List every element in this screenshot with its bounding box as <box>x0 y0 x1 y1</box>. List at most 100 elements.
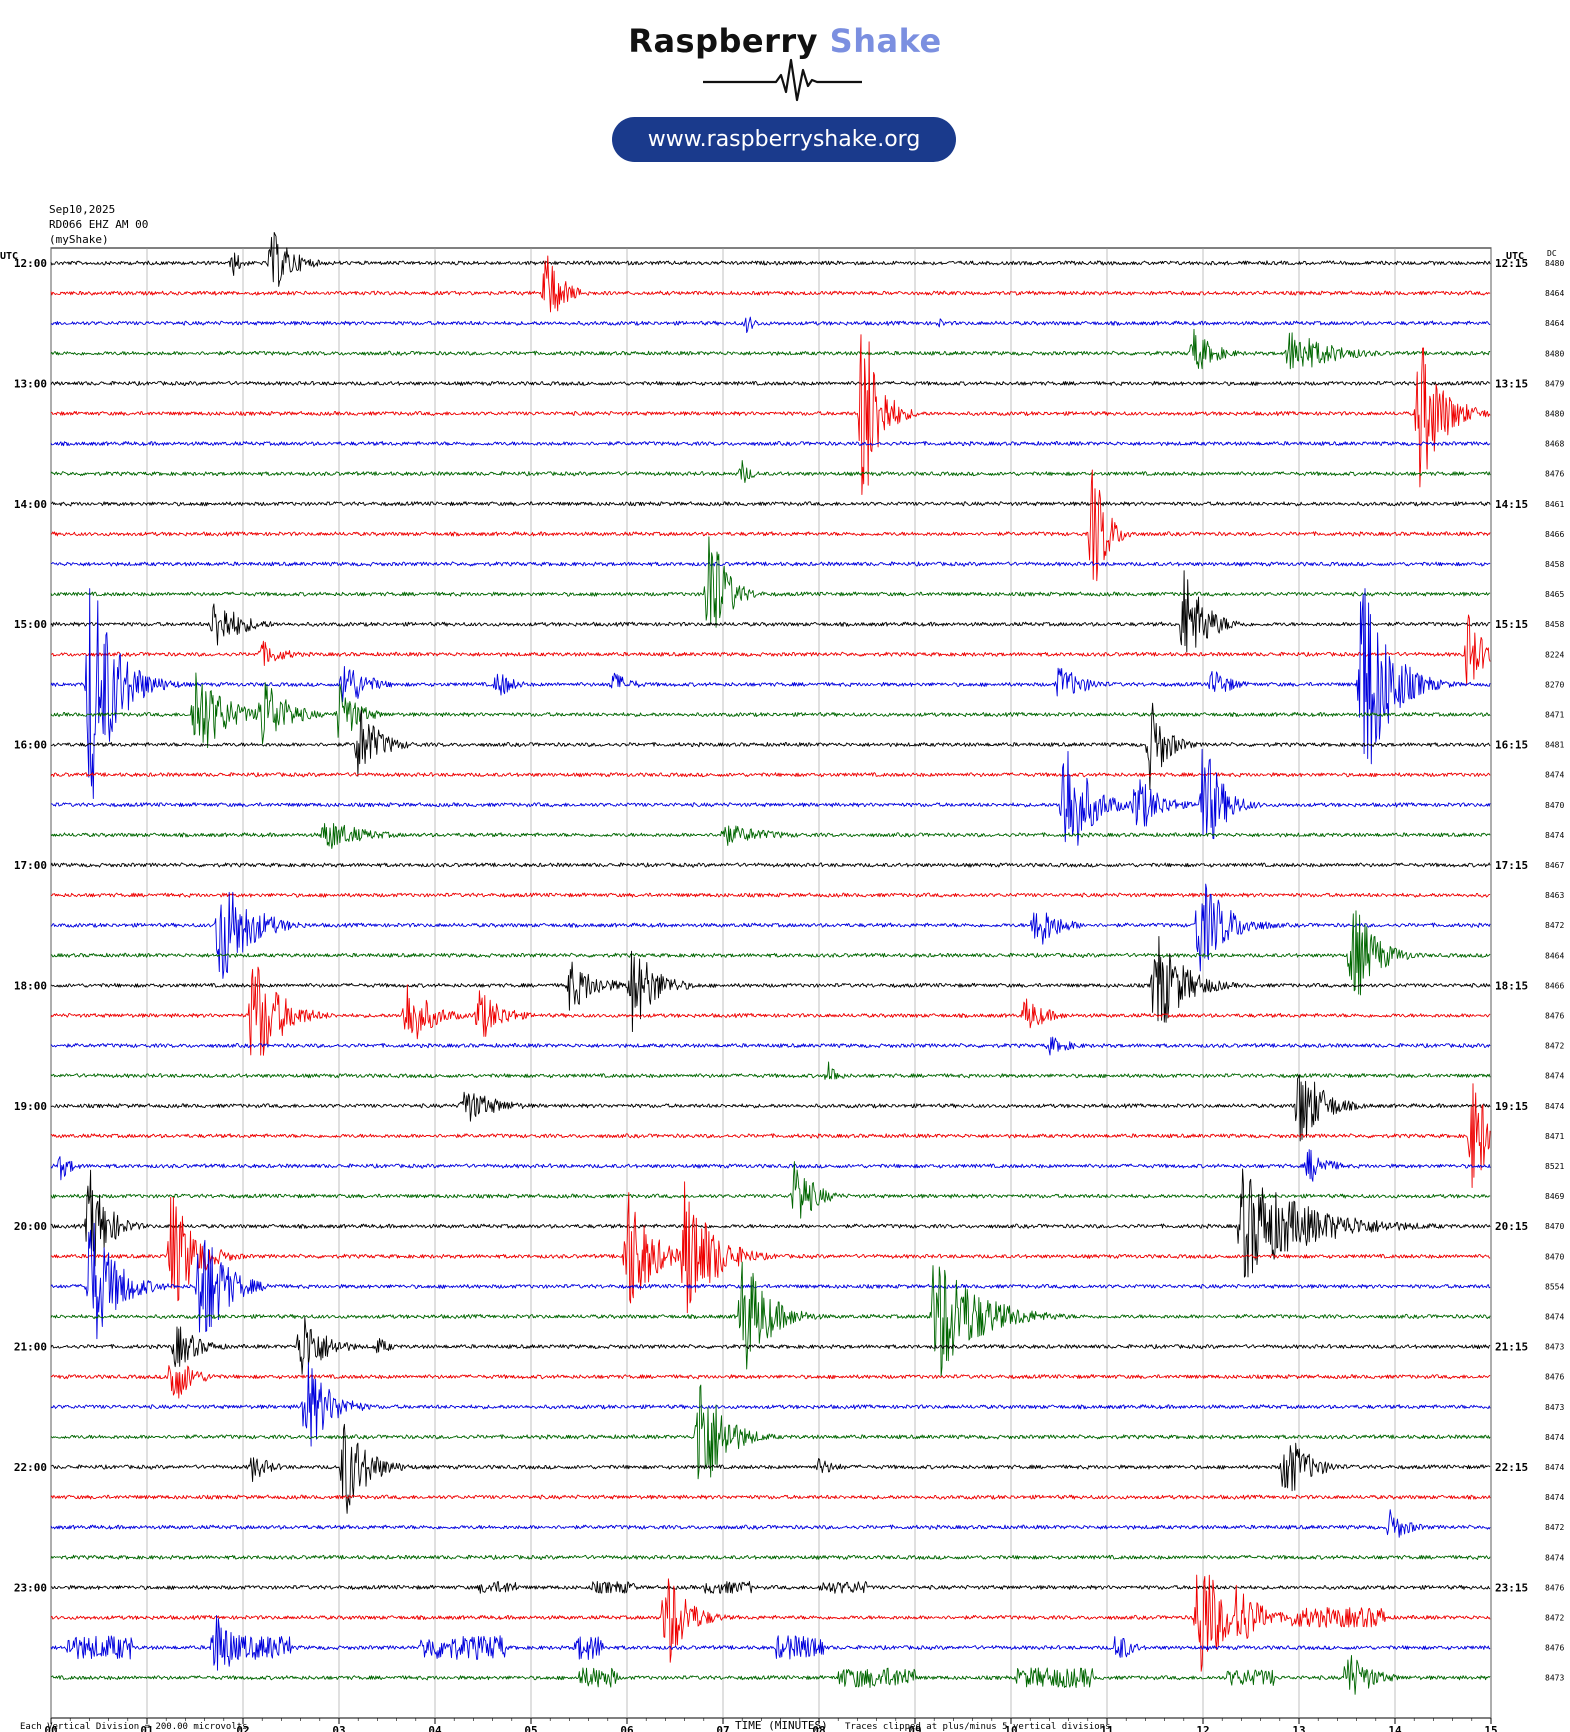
trace-row <box>50 469 1491 582</box>
right-hour-label: 16:15 <box>1495 739 1528 752</box>
dc-value-label: 8464 <box>1545 319 1564 328</box>
dc-value-label: 8465 <box>1545 590 1564 599</box>
division-note: Each Vertical Division = 200.00 microvol… <box>20 1722 248 1732</box>
trace-row <box>50 1083 1491 1188</box>
website-url-badge[interactable]: www.raspberryshake.org <box>612 117 956 162</box>
x-tick-label: 12 <box>1196 1724 1209 1732</box>
dc-value-label: 8458 <box>1545 620 1564 629</box>
chart-grid <box>50 247 1492 1724</box>
left-hour-label: 22:00 <box>14 1461 47 1474</box>
dc-value-label: 8466 <box>1545 530 1564 539</box>
trace-row <box>50 1654 1491 1695</box>
trace-row <box>50 772 1491 778</box>
x-tick-label: 02 <box>236 1724 249 1732</box>
dc-value-label: 8476 <box>1545 1644 1564 1653</box>
trace-row <box>50 380 1491 387</box>
left-hour-label: 13:00 <box>14 377 47 390</box>
dc-value-label: 8270 <box>1545 680 1564 689</box>
dc-value-label: 8480 <box>1545 349 1564 358</box>
dc-value-label: 8467 <box>1545 861 1564 870</box>
trace-row <box>50 823 1491 849</box>
dc-value-label: 8474 <box>1545 1463 1564 1472</box>
dc-value-label: 8461 <box>1545 500 1564 509</box>
left-hour-label: 18:00 <box>14 979 47 992</box>
trace-row <box>50 1222 1491 1340</box>
dc-value-label: 8469 <box>1545 1192 1564 1201</box>
left-hour-label: 19:00 <box>14 1100 47 1113</box>
right-hour-label: 20:15 <box>1495 1220 1528 1233</box>
trace-row <box>50 748 1491 846</box>
trace-row <box>50 1509 1491 1538</box>
right-hour-label: 15:15 <box>1495 618 1528 631</box>
dc-value-label: 8480 <box>1545 259 1564 268</box>
dc-value-label: 8470 <box>1545 1252 1564 1261</box>
right-hour-label: 23:15 <box>1495 1581 1528 1594</box>
clip-note: Traces clipped at plus/minus 5 vertical … <box>845 1722 1111 1732</box>
dc-value-label: 8554 <box>1545 1282 1564 1291</box>
trace-row <box>50 328 1491 370</box>
x-tick-label: 08 <box>812 1724 825 1732</box>
dc-value-label: 8470 <box>1545 801 1564 810</box>
trace-row <box>50 1316 1491 1375</box>
trace-row <box>50 1365 1491 1399</box>
dc-value-label: 8464 <box>1545 951 1564 960</box>
dc-value-label: 8474 <box>1545 831 1564 840</box>
dc-value-label: 8472 <box>1545 1042 1564 1051</box>
trace-row <box>50 1149 1491 1182</box>
dc-value-label: 8473 <box>1545 1403 1564 1412</box>
trace-row <box>50 1261 1491 1377</box>
trace-row <box>50 1615 1491 1671</box>
dc-value-label: 8474 <box>1545 1553 1564 1562</box>
dc-value-label: 8472 <box>1545 921 1564 930</box>
trace-row <box>50 440 1491 447</box>
logo-title: Raspberry Shake <box>0 22 1570 60</box>
trace-row <box>50 966 1491 1056</box>
trace-row <box>50 1074 1491 1142</box>
trace-row <box>50 910 1491 996</box>
dc-value-label: 8476 <box>1545 1373 1564 1382</box>
x-tick-label: 09 <box>908 1724 921 1732</box>
right-hour-label: 21:15 <box>1495 1341 1528 1354</box>
dc-value-label: 8476 <box>1545 1012 1564 1021</box>
trace-row <box>50 255 1491 313</box>
raspberry-shake-logo: Raspberry Shake www.raspberryshake.org <box>0 0 1570 175</box>
dc-value-label: 8474 <box>1545 1493 1564 1502</box>
right-hour-label: 13:15 <box>1495 377 1528 390</box>
x-tick-label: 04 <box>428 1724 442 1732</box>
x-tick-label: 00 <box>44 1724 57 1732</box>
left-utc-label: UTC <box>0 251 18 262</box>
dc-value-label: 8474 <box>1545 771 1564 780</box>
x-tick-label: 14 <box>1388 1724 1402 1732</box>
trace-row <box>50 316 1491 334</box>
trace-row <box>50 1168 1491 1278</box>
dc-value-label: 8474 <box>1545 1433 1564 1442</box>
x-tick-label: 07 <box>716 1724 729 1732</box>
header-source: (myShake) <box>49 233 109 246</box>
dc-value-label: 8473 <box>1545 1343 1564 1352</box>
trace-row <box>50 1574 1491 1672</box>
dc-value-label: 8224 <box>1545 650 1564 659</box>
trace-row <box>50 883 1491 979</box>
logo-waveform-icon <box>703 58 862 102</box>
dc-value-label: 8472 <box>1545 1523 1564 1532</box>
right-utc-label: UTC <box>1506 251 1524 262</box>
dc-value-label: 8464 <box>1545 289 1564 298</box>
dc-value-label: 8466 <box>1545 981 1564 990</box>
x-tick-label: 06 <box>620 1724 634 1732</box>
dc-value-label: 8476 <box>1545 470 1564 479</box>
logo-word-shake: Shake <box>829 22 942 60</box>
trace-row <box>50 334 1491 495</box>
x-tick-label: 05 <box>524 1724 537 1732</box>
logo-word-raspberry: Raspberry <box>628 22 819 60</box>
dc-value-label: 8479 <box>1545 379 1564 388</box>
x-tick-label: 11 <box>1100 1724 1114 1732</box>
trace-row <box>50 536 1491 628</box>
dc-value-label: 8463 <box>1545 891 1564 900</box>
dc-value-label: 8473 <box>1545 1674 1564 1683</box>
right-hour-label: 12:15 <box>1495 257 1528 270</box>
trace-row <box>50 1423 1491 1514</box>
left-hour-label: 20:00 <box>14 1220 47 1233</box>
x-tick-label: 10 <box>1004 1724 1017 1732</box>
trace-row <box>50 862 1491 868</box>
